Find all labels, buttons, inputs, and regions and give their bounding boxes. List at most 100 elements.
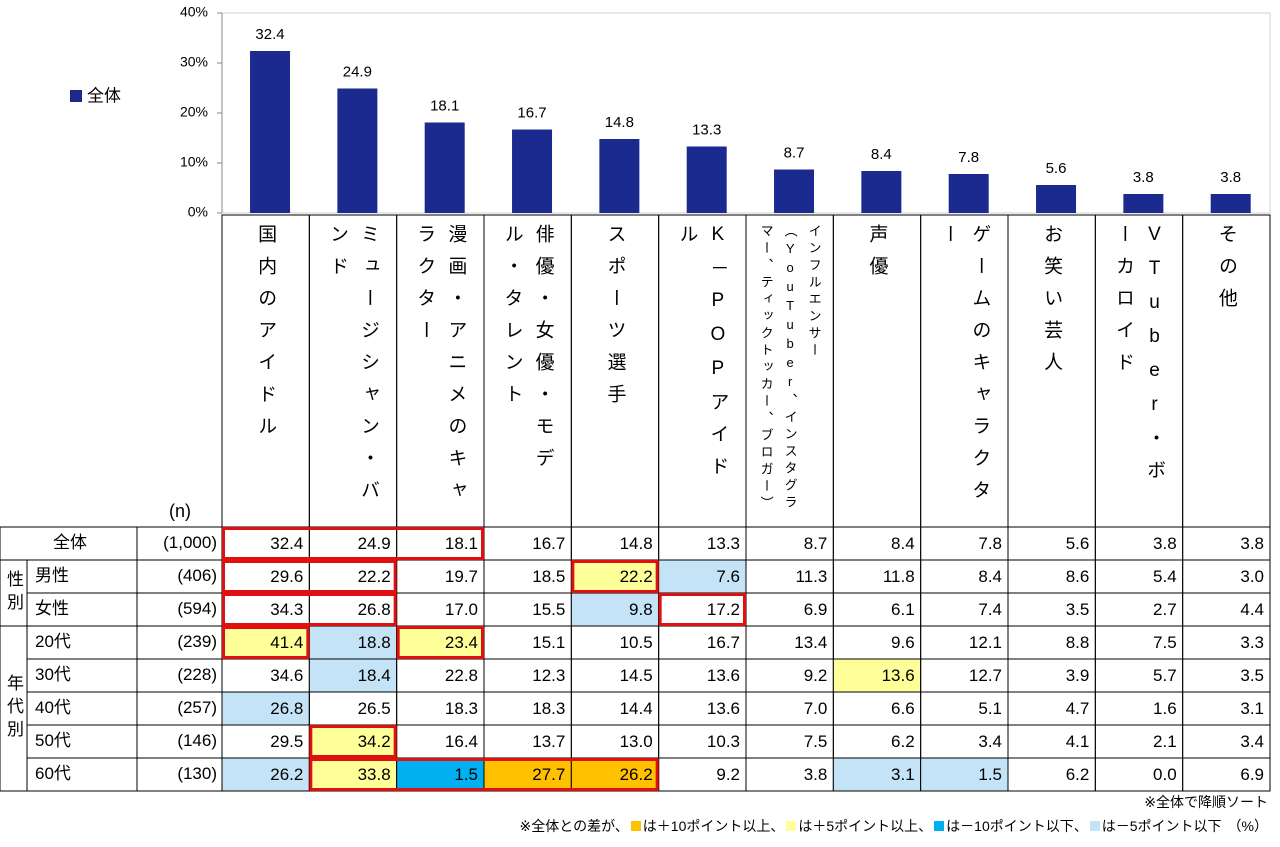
note-label: は＋5ポイント以上、	[798, 818, 933, 834]
table-value: 5.7	[1153, 666, 1177, 685]
table-value: 26.8	[358, 600, 391, 619]
note-swatch	[934, 821, 945, 831]
category-label: K－POPアイドル	[676, 224, 729, 488]
category-label: その他	[1215, 224, 1237, 320]
category-label: 声優	[866, 224, 888, 288]
table-value: 22.8	[445, 666, 478, 685]
bar-value-label: 5.6	[1046, 160, 1067, 177]
table-value: 13.0	[620, 732, 653, 751]
bar-value-label: 7.8	[958, 149, 979, 166]
table-value: 17.2	[707, 600, 740, 619]
table-value: 9.2	[804, 666, 828, 685]
table-value: 9.6	[891, 633, 915, 652]
highlight-box	[571, 560, 659, 593]
table-value: 12.3	[532, 666, 565, 685]
table-value: 3.9	[1066, 666, 1090, 685]
note-label: は－10ポイント以下、	[946, 818, 1088, 834]
note-swatch	[786, 821, 797, 831]
table-value: 18.1	[445, 534, 478, 553]
table-value: 3.3	[1240, 633, 1264, 652]
n-value: (594)	[177, 599, 217, 618]
table-value: 14.5	[620, 666, 653, 685]
table-value: 34.6	[270, 666, 303, 685]
row-label: 60代	[35, 764, 71, 783]
row-label: 40代	[35, 698, 71, 717]
table-value: 9.2	[716, 765, 740, 784]
row-label: 女性	[35, 599, 69, 618]
note-swatch	[1089, 821, 1100, 831]
table-value: 8.6	[1066, 567, 1090, 586]
table-value: 17.0	[445, 600, 478, 619]
table-value: 22.2	[620, 567, 653, 586]
table-value: 7.4	[978, 600, 1002, 619]
highlight-box	[658, 593, 747, 626]
n-value: (1,000)	[163, 533, 217, 552]
table-value: 29.6	[270, 567, 303, 586]
table-value: 1.6	[1153, 699, 1177, 718]
table-value: 7.0	[804, 699, 828, 718]
table-value: 1.5	[978, 765, 1002, 784]
table-value: 4.7	[1066, 699, 1090, 718]
highlight-box	[396, 626, 484, 659]
table-value: 8.4	[891, 534, 915, 553]
y-tick-label: 10%	[180, 154, 208, 170]
table-value: 27.7	[532, 765, 565, 784]
table-value: 6.9	[1240, 765, 1264, 784]
y-tick-label: 0%	[188, 204, 208, 220]
n-value: (228)	[177, 665, 217, 684]
table-value: 14.8	[620, 534, 653, 553]
table-value: 10.3	[707, 732, 740, 751]
table-value: 13.3	[707, 534, 740, 553]
bar	[424, 122, 465, 213]
table-value: 18.3	[445, 699, 478, 718]
table-value: 3.4	[1240, 732, 1264, 751]
highlight-box	[222, 527, 484, 560]
table-value: 26.2	[270, 765, 303, 784]
note-suffix: （%）	[1227, 818, 1268, 834]
table-value: 3.8	[1240, 534, 1264, 553]
table-cell	[1182, 757, 1271, 792]
table-value: 2.1	[1153, 732, 1177, 751]
table-value: 3.5	[1240, 666, 1264, 685]
table-value: 7.5	[804, 732, 828, 751]
table-value: 15.5	[532, 600, 565, 619]
table-value: 18.8	[358, 633, 391, 652]
table-value: 10.5	[620, 633, 653, 652]
table-value: 7.6	[716, 567, 740, 586]
bar	[861, 171, 902, 213]
row-label: 全体	[53, 533, 87, 552]
highlight-box	[222, 560, 397, 593]
table-value: 3.0	[1240, 567, 1264, 586]
table-value: 4.1	[1066, 732, 1090, 751]
bar	[774, 169, 815, 213]
table-value: 9.8	[629, 600, 653, 619]
highlight-box	[222, 593, 397, 626]
category-label: インフルエンサー（YouTuber、インスタグラマー、ティックトッカー、ブロガー…	[758, 224, 822, 513]
category-label: お笑い芸人	[1041, 224, 1063, 384]
highlight-box	[309, 758, 659, 791]
category-label: ゲームのキャラクター	[938, 224, 991, 512]
table-cell	[570, 757, 660, 792]
table-value: 6.9	[804, 600, 828, 619]
table-value: 8.4	[978, 567, 1002, 586]
category-label: スポーツ選手	[604, 224, 626, 416]
bar	[1123, 194, 1164, 213]
bar-value-label: 8.4	[871, 146, 892, 163]
bar	[337, 88, 378, 213]
n-header: (n)	[169, 501, 191, 521]
table-value: 3.5	[1066, 600, 1090, 619]
bar	[512, 129, 553, 213]
row-label: 男性	[35, 566, 69, 585]
bar	[1210, 194, 1251, 213]
y-tick-label: 30%	[180, 54, 208, 70]
table-value: 16.4	[445, 732, 478, 751]
table-cell	[658, 559, 747, 594]
table-value: 23.4	[445, 633, 478, 652]
category-label: 俳優・女優・モデル・タレント	[501, 224, 554, 480]
table-value: 2.7	[1153, 600, 1177, 619]
category-label: ミュージシャン・バンド	[327, 224, 379, 512]
table-cell	[570, 592, 660, 627]
table-value: 11.3	[796, 567, 828, 586]
